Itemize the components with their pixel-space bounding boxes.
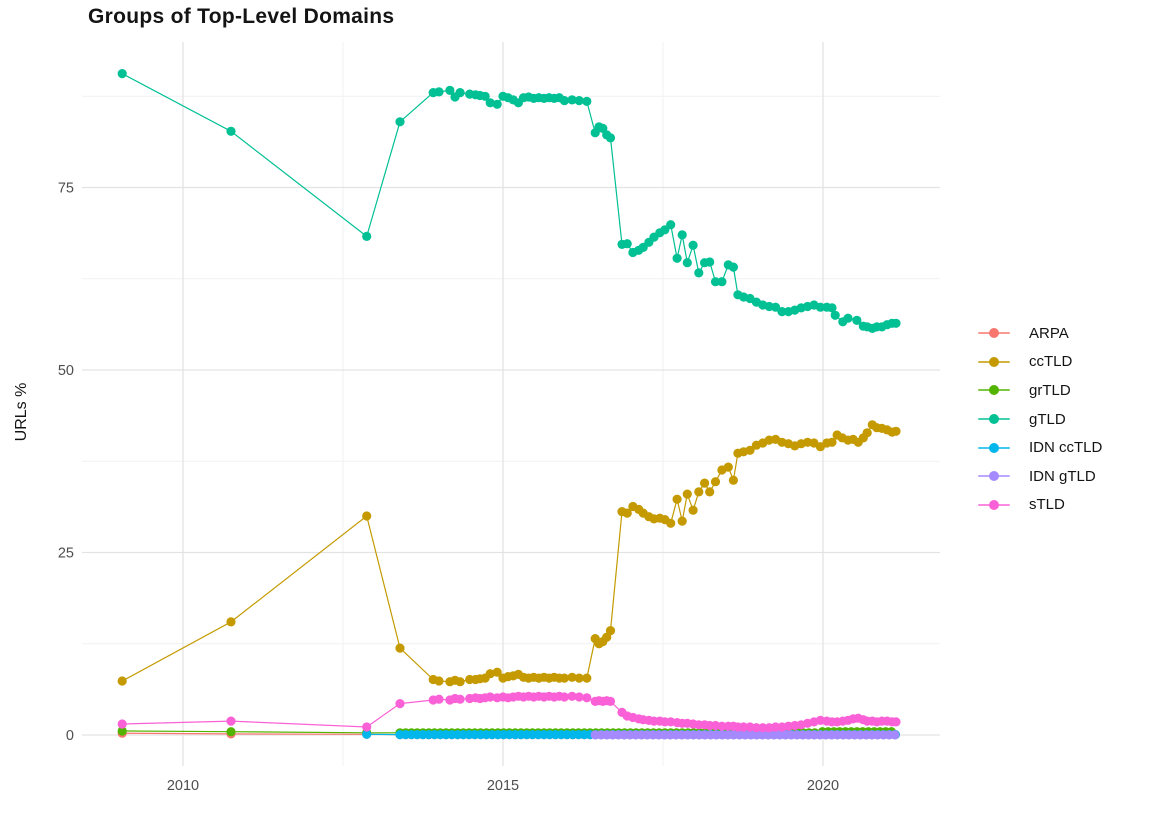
x-tick-label: 2010 (167, 778, 199, 794)
legend-item-IDN-ccTLD: IDN ccTLD (978, 433, 1102, 462)
legend-item-ARPA: ARPA (978, 319, 1102, 348)
legend-label: ccTLD (1029, 353, 1073, 371)
legend-key-swatch (978, 412, 1010, 426)
gridlines (82, 42, 940, 766)
legend-label: ARPA (1029, 324, 1069, 342)
legend-key-swatch (978, 383, 1010, 397)
legend-item-gTLD: gTLD (978, 405, 1102, 434)
legend-item-IDN-gTLD: IDN gTLD (978, 462, 1102, 491)
y-axis-ticks: 0 25 50 75 (58, 181, 74, 745)
y-tick-label: 50 (58, 363, 74, 379)
legend: ARPA ccTLD grTLD gTLD IDN ccTLD IDN gTLD sTLD (978, 319, 1102, 519)
legend-key-swatch (978, 441, 1010, 455)
series-ccTLD (117, 420, 901, 687)
x-tick-label: 2020 (807, 778, 839, 794)
legend-key-swatch (978, 469, 1010, 483)
y-tick-label: 75 (58, 181, 74, 197)
x-tick-label: 2015 (487, 778, 519, 794)
series-gTLD (117, 69, 901, 333)
legend-item-ccTLD: ccTLD (978, 348, 1102, 377)
chart-title: Groups of Top-Level Domains (88, 5, 395, 28)
legend-label: grTLD (1029, 381, 1071, 399)
y-tick-label: 25 (58, 546, 74, 562)
legend-item-grTLD: grTLD (978, 376, 1102, 405)
legend-key-swatch (978, 355, 1010, 369)
legend-label: IDN ccTLD (1029, 439, 1103, 457)
legend-key-swatch (978, 498, 1010, 512)
y-tick-label: 0 (66, 728, 74, 744)
legend-label: sTLD (1029, 496, 1065, 514)
legend-key-swatch (978, 326, 1010, 340)
series-sTLD (117, 691, 901, 733)
legend-label: IDN gTLD (1029, 467, 1096, 485)
legend-item-sTLD: sTLD (978, 491, 1102, 520)
y-axis-label: URLs % (13, 382, 30, 442)
x-axis-ticks: 2010 2015 2020 (167, 778, 839, 794)
series-IDN-gTLD (590, 730, 900, 740)
legend-label: gTLD (1029, 410, 1066, 428)
